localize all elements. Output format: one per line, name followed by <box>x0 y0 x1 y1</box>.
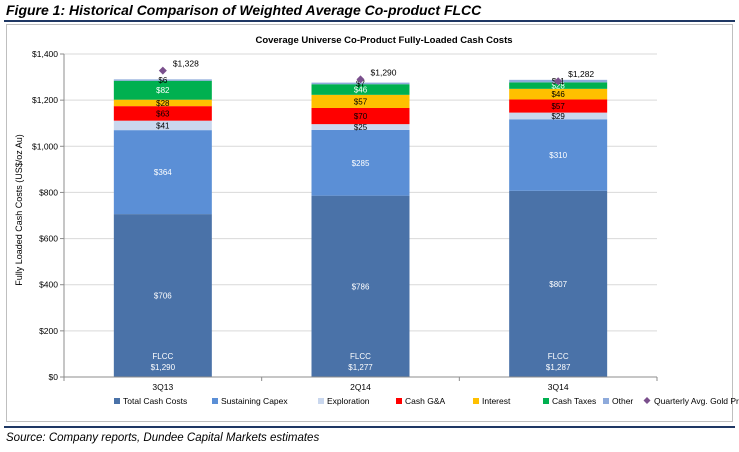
x-axis-ticks: 3Q13 2Q14 3Q14 <box>63 376 658 392</box>
y-axis-ticks: $0 $200 $400 $600 $800 $1,000 $1,200 $1,400 <box>32 49 65 382</box>
gold-price-label: $1,282 <box>568 69 594 79</box>
bar-segment-sustaining-capex <box>311 129 410 196</box>
y-tick-label: $0 <box>49 372 59 382</box>
y-tick-label: $800 <box>39 187 58 197</box>
legend-label: Interest <box>482 396 511 406</box>
bars <box>113 79 608 377</box>
figure-source: Source: Company reports, Dundee Capital … <box>6 432 320 444</box>
bar-segment-interest <box>311 94 410 108</box>
bar-segment-cash-taxes <box>509 82 608 89</box>
bar-segment-cash-g-a <box>509 99 608 113</box>
bar-segment-interest <box>509 88 608 100</box>
data-label: $46 <box>551 90 565 99</box>
legend-swatch-gold-price <box>643 397 651 404</box>
data-label: $41 <box>156 121 170 130</box>
x-tick-label: 2Q14 <box>350 382 371 392</box>
gold-price-label: $1,328 <box>173 59 199 69</box>
gold-price-marker <box>554 77 563 86</box>
legend-label: Total Cash Costs <box>123 396 187 406</box>
legend-swatch-total-cash-costs <box>114 398 120 404</box>
gold-price-marker <box>356 75 365 84</box>
chart-title: Coverage Universe Co-Product Fully-Loade… <box>255 35 512 46</box>
data-label: $46 <box>354 86 368 95</box>
bar-segment-sustaining-capex <box>509 119 608 191</box>
y-tick-label: $400 <box>39 280 58 290</box>
y-tick-label: $1,200 <box>32 95 58 105</box>
legend-label: Quarterly Avg. Gold Price <box>654 396 739 406</box>
data-label: $63 <box>156 109 170 118</box>
bar-segment-cash-g-a <box>113 106 212 121</box>
data-label: $6 <box>158 76 167 85</box>
data-label: $285 <box>352 159 370 168</box>
bar-segment-other <box>311 82 410 85</box>
gold-price-markers: $1,328 $1,290 $1,282 <box>158 59 594 86</box>
bar-segment-exploration <box>509 112 608 120</box>
y-tick-label: $600 <box>39 234 58 244</box>
data-label: $29 <box>551 112 565 121</box>
data-label: $28 <box>156 99 170 108</box>
y-axis-label: Fully Loaded Cash Costs (US$/oz Au) <box>14 134 24 286</box>
flcc-prefix-label: FLCC <box>548 352 569 361</box>
data-label: $7 <box>356 79 365 88</box>
data-label: $82 <box>156 86 170 95</box>
data-label: $364 <box>154 168 172 177</box>
data-label: $57 <box>551 102 565 111</box>
legend-label: Cash G&A <box>405 396 445 406</box>
legend: Total Cash Costs Sustaining Capex Explorat… <box>114 396 739 406</box>
flcc-prefix-label: FLCC <box>152 352 173 361</box>
data-label: $706 <box>154 292 172 301</box>
bar-segment-total-cash-costs <box>113 214 212 377</box>
gold-price-marker <box>158 66 167 75</box>
data-label: $786 <box>352 282 370 291</box>
bar-segment-exploration <box>113 120 212 131</box>
legend-swatch-sustaining-capex <box>212 398 218 404</box>
title-rule <box>4 20 735 22</box>
legend-swatch-exploration <box>318 398 324 404</box>
legend-label: Other <box>612 396 633 406</box>
bar-segment-sustaining-capex <box>113 130 212 215</box>
data-label: $57 <box>354 97 368 106</box>
legend-swatch-interest <box>473 398 479 404</box>
legend-label: Sustaining Capex <box>221 396 288 406</box>
y-tick-label: $1,400 <box>32 49 58 59</box>
x-tick-label: 3Q13 <box>152 382 173 392</box>
data-label: $310 <box>549 151 567 160</box>
bar-segment-cash-g-a <box>311 107 410 125</box>
gold-price-label: $1,290 <box>371 67 397 77</box>
bar-segment-total-cash-costs <box>509 190 608 377</box>
flcc-total-label: $1,277 <box>348 363 373 372</box>
figure-title: Figure 1: Historical Comparison of Weigh… <box>6 2 482 18</box>
bar-segment-exploration <box>311 124 410 130</box>
flcc-total-label: $1,287 <box>546 363 571 372</box>
bar-segment-cash-taxes <box>113 80 212 100</box>
bottom-rule <box>4 426 735 428</box>
legend-swatch-cash-taxes <box>543 398 549 404</box>
flcc-prefix-label: FLCC <box>350 352 371 361</box>
legend-swatch-other <box>603 398 609 404</box>
legend-swatch-cash-g-a <box>396 398 402 404</box>
data-label: $28 <box>551 82 565 91</box>
legend-label: Cash Taxes <box>552 396 596 406</box>
y-tick-label: $200 <box>39 326 58 336</box>
bar-segment-interest <box>113 99 212 107</box>
data-label: $70 <box>354 112 368 121</box>
data-label: $807 <box>549 280 567 289</box>
flcc-total-label: $1,290 <box>151 363 176 372</box>
legend-label: Exploration <box>327 396 370 406</box>
bar-segment-cash-taxes <box>311 84 410 95</box>
bar-segment-total-cash-costs <box>311 195 410 377</box>
data-label: $25 <box>354 123 368 132</box>
bar-segment-other <box>113 79 212 81</box>
y-tick-label: $1,000 <box>32 141 58 151</box>
x-tick-label: 3Q14 <box>548 382 569 392</box>
